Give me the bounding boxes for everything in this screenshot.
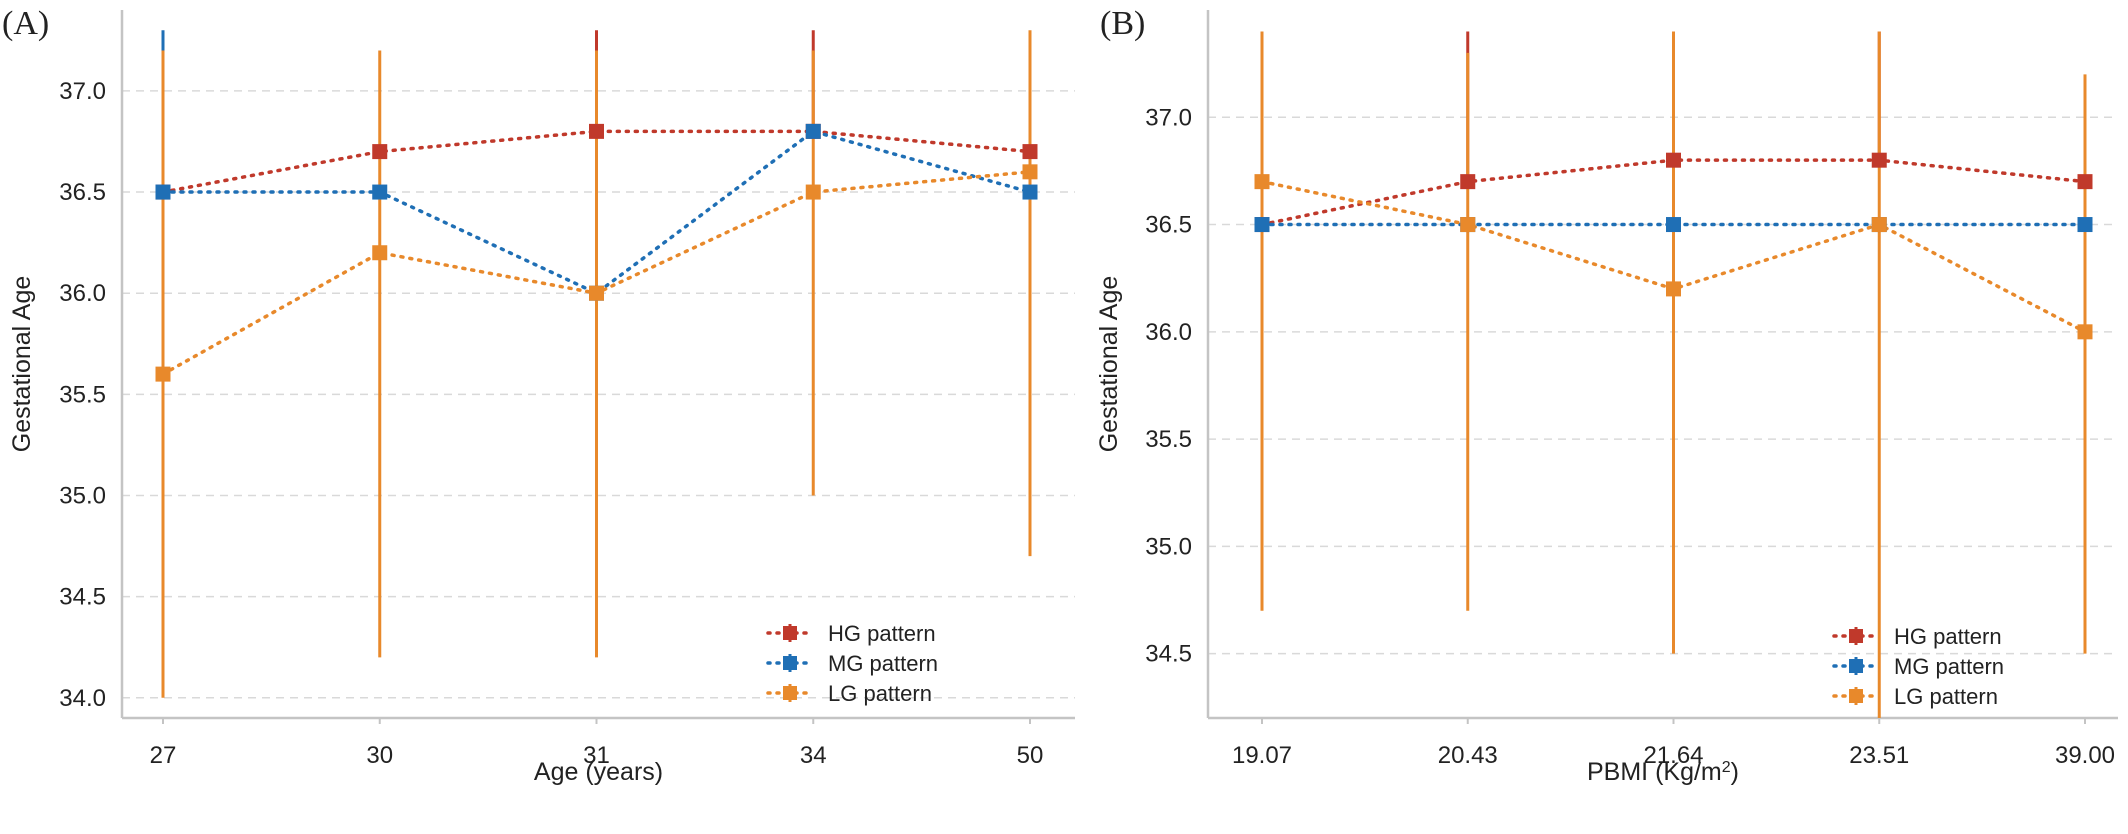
marker-lg [2077,324,2093,340]
marker-mg [1254,217,1270,233]
marker-mg [2077,217,2093,233]
marker-hg [589,123,604,139]
marker-hg [1460,174,1476,190]
y-tick-label: 36.0 [1145,319,1192,346]
marker-mg [805,123,821,139]
legend-label-lg: LG pattern [1894,684,1998,709]
x-tick-label: 23.51 [1849,742,1909,769]
y-axis-title: Gestational Age [8,276,36,453]
marker-mg [1666,217,1681,233]
panel-b: 34.5 35.0 35.5 36.0 36.5 37.0 19.07 20.43 21.64 2… [1095,5,2118,786]
y-tick-label: 36.5 [1145,212,1192,239]
y-tick-label: 34.0 [59,685,106,712]
marker-lg [1460,217,1476,233]
x-tick-label: 39.00 [2055,742,2115,769]
marker-hg [1022,144,1038,160]
legend-label-mg: MG pattern [1894,654,2004,679]
y-tick-label: 34.5 [1145,641,1192,668]
marker-lg [372,245,388,261]
x-tick-label: 30 [366,742,393,769]
marker-hg [1871,152,1887,168]
legend-marker-lg [1849,689,1863,703]
y-tick-label: 37.0 [1145,104,1192,131]
marker-lg [589,285,604,301]
marker-lg [1666,281,1681,297]
y-tick-label: 36.0 [59,280,106,307]
legend-marker-hg [783,626,797,640]
x-axis-title-superscript: 2 [1722,759,1731,776]
panel-label: (A) [2,5,49,42]
legend-marker-mg [783,656,797,670]
x-axis-title: PBMI (Kg/m2) [1587,758,1739,786]
marker-mg [372,184,388,200]
marker-hg [2077,174,2093,190]
x-tick-label: 27 [150,742,177,769]
x-tick-label: 20.43 [1438,742,1498,769]
y-tick-label: 35.5 [59,381,106,408]
panel-a: 34.0 34.5 35.0 35.5 36.0 36.5 37.0 27 30 31 34 50 (A… [2,5,1075,786]
marker-hg [372,144,388,160]
x-tick-label: 31 [583,742,610,769]
marker-lg [1022,164,1038,180]
y-tick-label: 34.5 [59,584,106,611]
legend-marker-hg [1849,629,1863,643]
legend-label-hg: HG pattern [1894,624,2002,649]
series-line-hg [161,129,1032,194]
marker-lg [1254,174,1270,190]
x-axis-title-main: Age (years) [534,758,663,786]
legend: HG pattern MG pattern LG pattern [766,621,938,706]
x-axis-title-main: PBMI (Kg/m [1587,758,1722,786]
series-line-mg [161,129,1032,296]
y-tick-label: 36.5 [59,179,106,206]
panel-label: (B) [1100,5,1145,42]
marker-lg [155,366,171,382]
y-tick-label: 35.0 [59,482,106,509]
y-tick-label: 35.0 [1145,533,1192,560]
legend-marker-mg [1849,659,1863,673]
y-tick-label: 35.5 [1145,426,1192,453]
y-axis-title: Gestational Age [1095,276,1123,453]
legend-label-hg: HG pattern [828,621,936,646]
marker-mg [155,184,171,200]
x-axis-title: Age (years) [534,758,663,786]
legend-label-mg: MG pattern [828,651,938,676]
legend: HG pattern MG pattern LG pattern [1832,624,2004,709]
legend-marker-lg [783,686,797,700]
marker-mg [1022,184,1038,200]
marker-lg [805,184,821,200]
marker-lg [1871,217,1887,233]
x-tick-label: 21.64 [1643,742,1703,769]
x-axis-title-tail: ) [1731,758,1739,786]
y-tick-label: 37.0 [59,78,106,105]
x-tick-label: 19.07 [1232,742,1292,769]
x-tick-label: 34 [800,742,827,769]
marker-hg [1666,152,1681,168]
x-tick-label: 50 [1017,742,1044,769]
legend-label-lg: LG pattern [828,681,932,706]
